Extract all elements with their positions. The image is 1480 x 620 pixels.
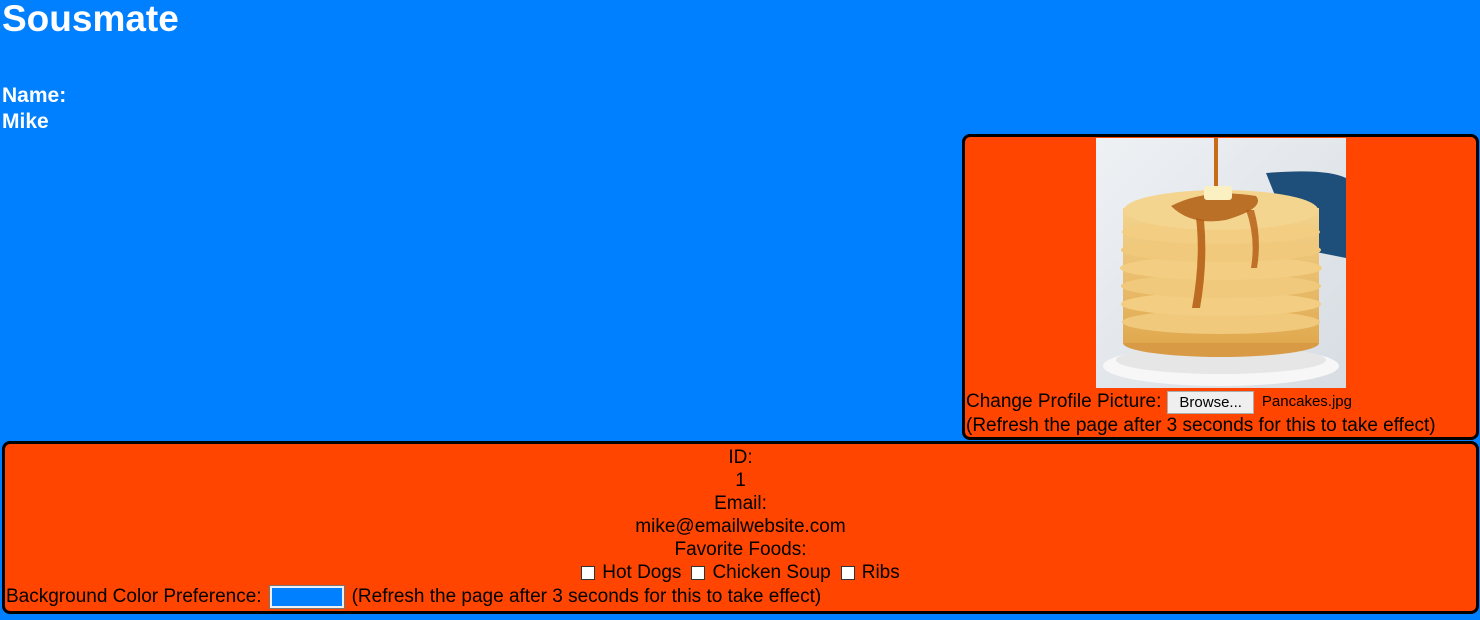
background-preference-row: Background Color Preference: (Refresh th… — [6, 585, 821, 609]
id-value: 1 — [735, 470, 746, 491]
background-refresh-note: (Refresh the page after 3 seconds for th… — [351, 586, 822, 607]
food-option-hot-dogs[interactable]: Hot Dogs — [581, 561, 681, 584]
ribs-label: Ribs — [861, 562, 900, 583]
chicken-soup-checkbox[interactable] — [691, 565, 706, 580]
hot-dogs-checkbox[interactable] — [581, 565, 596, 580]
selected-file-name: Pancakes.jpg — [1261, 393, 1352, 410]
chicken-soup-label: Chicken Soup — [712, 562, 831, 583]
ribs-checkbox[interactable] — [840, 565, 855, 580]
picture-refresh-note: (Refresh the page after 3 seconds for th… — [966, 415, 1436, 436]
profile-picture-panel: Change Profile Picture: Browse... Pancak… — [962, 134, 1479, 440]
background-color-swatch — [271, 588, 342, 606]
profile-picture-image — [1096, 138, 1346, 388]
background-color-picker[interactable] — [268, 585, 345, 609]
change-picture-row: Change Profile Picture: Browse... Pancak… — [966, 390, 1352, 414]
name-label: Name: — [2, 84, 67, 107]
change-picture-label: Change Profile Picture: — [966, 391, 1162, 412]
food-option-ribs[interactable]: Ribs — [840, 561, 900, 584]
background-preference-label: Background Color Preference: — [6, 586, 262, 607]
name-block: Name: Mike — [2, 83, 66, 135]
user-info-fields: ID: 1 Email: mike@emailwebsite.com Favor… — [5, 446, 1476, 584]
food-option-chicken-soup[interactable]: Chicken Soup — [691, 561, 831, 584]
email-value: mike@emailwebsite.com — [635, 516, 846, 537]
browse-button[interactable]: Browse... — [1167, 390, 1254, 414]
favorite-foods-list: Hot Dogs Chicken Soup Ribs — [5, 561, 1476, 584]
name-value: Mike — [2, 110, 49, 133]
id-label: ID: — [728, 447, 753, 468]
site-title: Sousmate — [2, 0, 179, 39]
email-label: Email: — [714, 493, 767, 514]
hot-dogs-label: Hot Dogs — [602, 562, 682, 583]
user-info-panel: ID: 1 Email: mike@emailwebsite.com Favor… — [2, 441, 1479, 614]
favorite-foods-label: Favorite Foods: — [674, 539, 807, 560]
